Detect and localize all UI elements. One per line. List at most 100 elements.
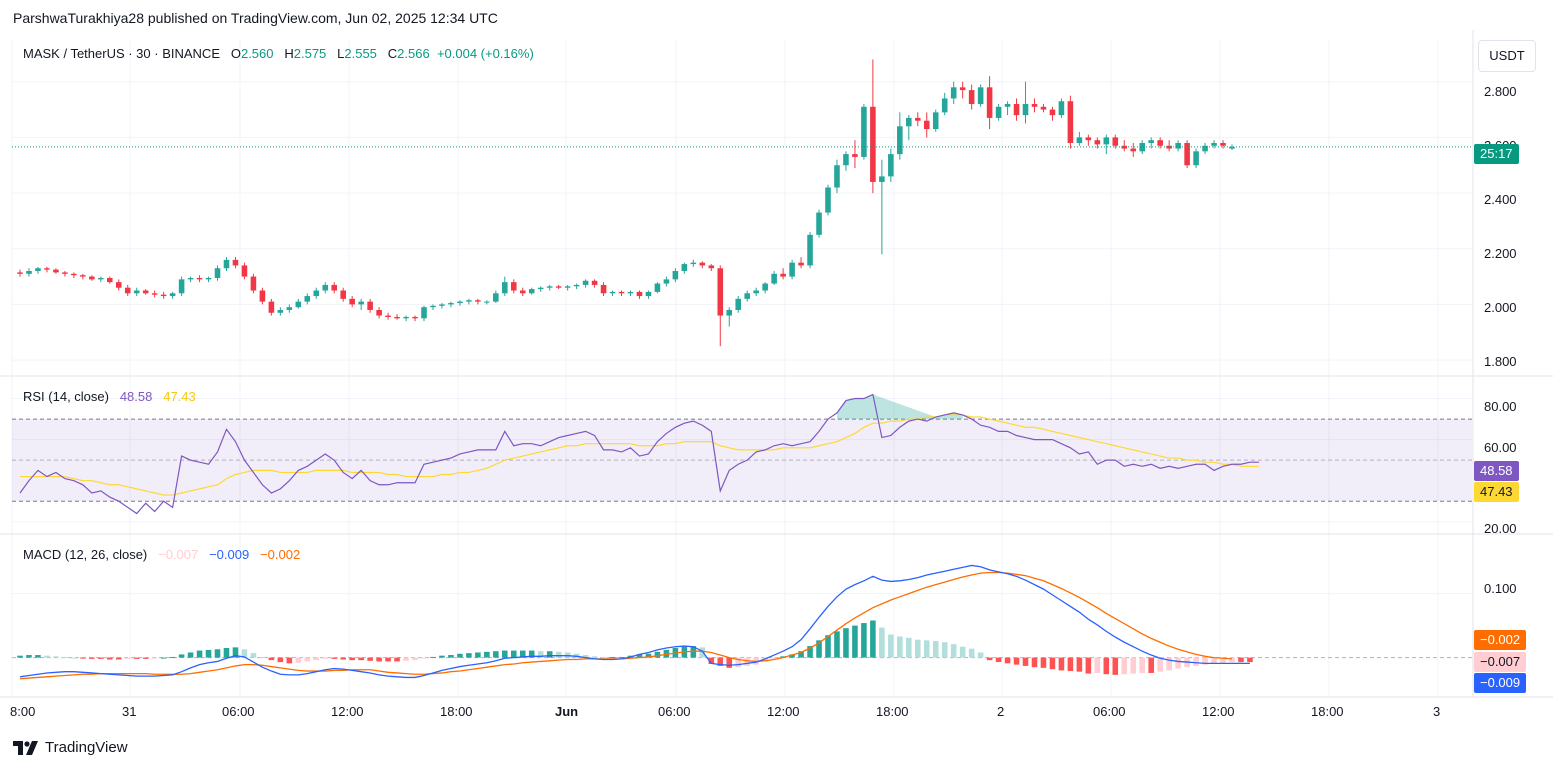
macd-histogram-bar [897,636,903,658]
candle-body [412,316,418,319]
candle-body [205,277,212,280]
symbol-label[interactable]: MASK / TetherUS · 30 · BINANCE [23,46,220,61]
macd-histogram-bar [169,656,176,658]
candle-body [1166,145,1172,149]
macd-signal-value: −0.002 [260,547,301,562]
candle-body [923,120,930,130]
time-tick: 06:00 [658,704,691,719]
macd-histogram-bar [160,657,167,659]
rsi-label[interactable]: RSI (14, close) [23,389,109,404]
macd-hist-value: −0.007 [158,547,199,562]
candle-body [421,307,427,319]
macd-histogram-bar [385,657,391,662]
rsi-value-badge: 48.58 [1474,461,1519,481]
candle-body [322,284,329,291]
macd-histogram-bar [600,656,607,658]
rsi-ma-line [20,414,1259,496]
candle-body [528,289,535,294]
macd-histogram-bar [304,657,311,662]
macd-histogram-bar [268,657,275,661]
price-tick: 2.400 [1484,192,1517,207]
macd-histogram-bar [313,657,320,661]
candle-body [232,259,239,266]
macd-histogram-bar [977,652,984,658]
candle-body [214,268,221,278]
candle-body [439,304,445,306]
candle-body [609,291,616,294]
candle-body [798,262,804,266]
candle-body [394,316,400,319]
candle-body [187,277,194,280]
candle-body [555,286,562,288]
macd-histogram-bar [394,657,400,662]
rsi-line [19,393,1259,515]
candle-body [106,277,113,283]
low-label: L [337,46,345,61]
candle-body [259,290,266,302]
candle-body [115,282,122,288]
macd-label[interactable]: MACD (12, 26, close) [23,547,148,562]
macd-histogram-bar [555,651,562,658]
time-tick: 06:00 [1093,704,1126,719]
macd-histogram-bar [205,649,212,658]
candle-body [475,300,481,302]
macd-histogram-bar [1094,657,1101,673]
candle-body [1139,142,1146,152]
main-legend: MASK / TetherUS · 30 · BINANCE O2.560 H2… [23,46,534,61]
candle-body [888,154,894,177]
time-tick: 12:00 [1202,704,1235,719]
time-tick: 3 [1433,704,1441,719]
macd-histogram-bar [861,623,867,658]
macd-histogram-bar [906,637,912,658]
candle-body [17,272,23,274]
macd-histogram-bar [1031,657,1038,668]
macd-histogram-bar [726,657,733,668]
candle-body [493,293,499,302]
candle-body [250,276,257,291]
candle-body [1076,137,1083,143]
macd-histogram-bar [35,655,41,658]
candle-body [995,106,1002,118]
macd-histogram-bar [510,650,517,658]
candle-body [178,279,185,294]
candle-body [196,277,203,280]
macd-histogram-bar [457,653,463,658]
macd-histogram-bar [1013,657,1020,665]
candle-body [1130,148,1137,152]
candle-body [1067,101,1074,143]
candle-body [151,293,158,295]
macd-histogram-bar [888,634,894,658]
macd-histogram-bar [1247,657,1253,663]
candle-body [358,301,364,305]
tradingview-logo[interactable]: TradingView [13,739,128,756]
candle-body [1103,137,1110,145]
macd-histogram-bar [923,640,930,658]
candle-body [124,287,131,294]
candle-body [1193,151,1199,166]
macd-histogram-bar [582,655,589,658]
candle-body [708,265,715,269]
macd-histogram-bar [807,646,813,658]
rsi-ma-value: 47.43 [163,389,196,404]
candle-body [277,309,284,313]
macd-histogram-bar [466,653,472,658]
candle-body [1202,145,1208,152]
candle-body [1049,109,1056,116]
macd-histogram-bar [44,655,50,658]
price-tick: 2.200 [1484,246,1517,261]
candle-body [825,187,831,213]
candle-body [44,268,50,270]
candle-body [735,298,742,310]
currency-button[interactable]: USDT [1478,40,1536,72]
candle-body [807,234,813,266]
candle-body [672,271,679,280]
macd-histogram-bar [1121,657,1128,675]
candle-body [430,305,436,308]
macd-line-badge: −0.009 [1474,673,1527,693]
macd-histogram-bar [115,657,122,660]
footer-brand-text: TradingView [45,739,128,756]
macd-histogram-bar [358,657,364,661]
candle-body [1229,146,1235,149]
macd-histogram-bar [950,644,957,658]
